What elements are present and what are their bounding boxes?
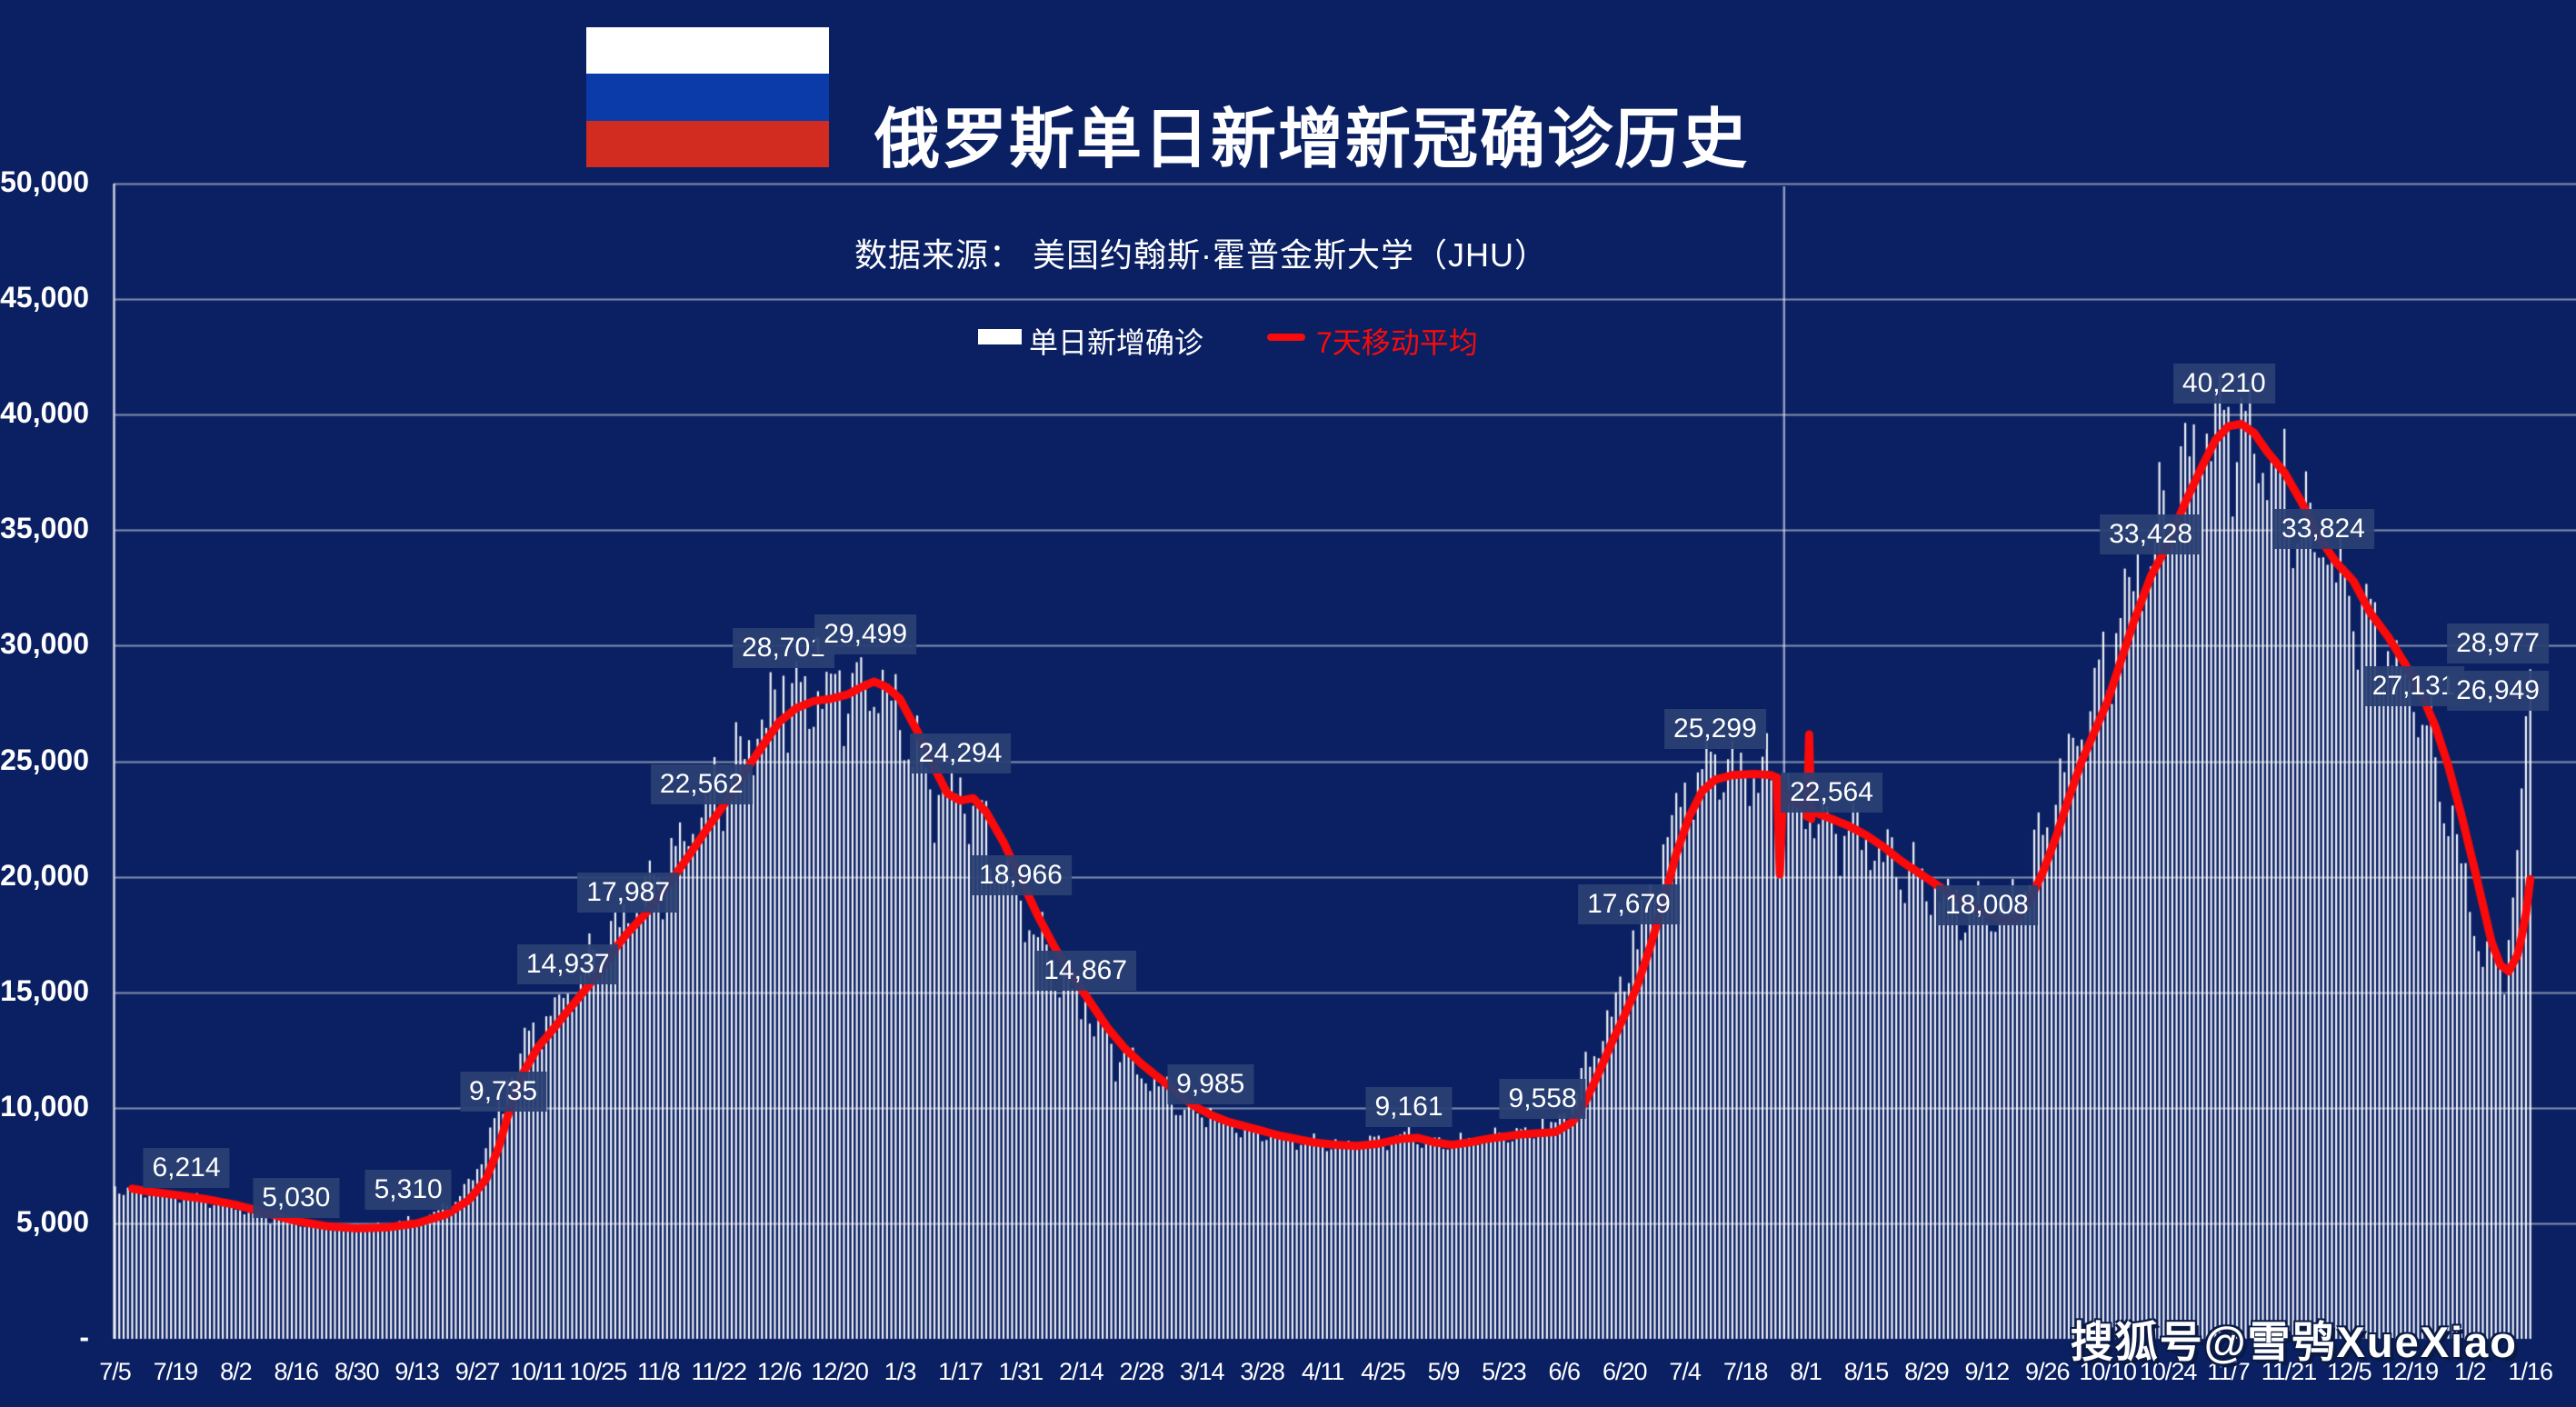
flag-stripe-white xyxy=(586,27,829,75)
data-label: 28,701 xyxy=(733,627,834,668)
x-tick-label: 7/18 xyxy=(1722,1358,1769,1385)
flag-stripe-blue xyxy=(586,74,829,121)
data-label: 40,210 xyxy=(2172,363,2275,404)
y-tick-label: 50,000 xyxy=(0,165,89,198)
x-tick-label: 5/23 xyxy=(1482,1358,1527,1385)
data-label: 17,987 xyxy=(577,873,680,913)
x-tick-label: 1/16 xyxy=(2508,1358,2553,1385)
data-label: 22,564 xyxy=(1781,772,1882,813)
x-tick-label: 9/27 xyxy=(454,1358,501,1385)
data-label: 6,214 xyxy=(143,1147,230,1188)
data-label: 14,867 xyxy=(1034,951,1137,992)
x-tick-label: 12/19 xyxy=(2381,1358,2440,1385)
x-tick-label: 10/25 xyxy=(569,1358,628,1385)
x-tick-label: 7/4 xyxy=(1669,1358,1702,1385)
data-label: 24,294 xyxy=(909,733,1012,774)
y-tick-label: 25,000 xyxy=(0,743,89,776)
watermark: 搜狐号@雪鸮XueXiao xyxy=(2070,1318,2518,1366)
data-label: 9,735 xyxy=(460,1072,547,1112)
x-tick-label: 8/15 xyxy=(1843,1358,1890,1385)
x-tick-label: 11/22 xyxy=(691,1358,748,1385)
data-label: 5,310 xyxy=(364,1170,452,1211)
x-tick-label: 4/25 xyxy=(1361,1358,1406,1385)
data-label: 26,949 xyxy=(2447,670,2549,711)
x-tick-label: 1/3 xyxy=(884,1358,917,1385)
legend-line-label: 7天移动平均 xyxy=(1316,326,1478,359)
x-tick-label: 8/29 xyxy=(1904,1358,1950,1385)
x-tick-label: 2/14 xyxy=(1059,1358,1104,1385)
x-tick-label: 8/16 xyxy=(274,1358,320,1385)
data-label: 18,966 xyxy=(970,855,1072,896)
y-tick-label: 5,000 xyxy=(15,1204,89,1238)
x-tick-label: 1/17 xyxy=(938,1358,983,1385)
data-label: 25,299 xyxy=(1664,708,1766,749)
data-label: 17,679 xyxy=(1578,884,1680,925)
y-tick-label: 40,000 xyxy=(0,396,89,430)
flag-stripe-red xyxy=(586,120,829,167)
x-tick-label: 7/5 xyxy=(99,1358,132,1385)
x-tick-label: 9/13 xyxy=(394,1358,440,1385)
y-tick-label: 15,000 xyxy=(0,973,89,1007)
data-source-subtitle: 数据来源： 美国约翰斯·霍普金斯大学（JHU） xyxy=(854,236,1548,274)
x-tick-label: 8/1 xyxy=(1790,1358,1822,1385)
x-tick-label: 5/9 xyxy=(1427,1358,1461,1385)
x-tick-label: 1/2 xyxy=(2453,1358,2487,1385)
x-tick-label: 1/31 xyxy=(998,1358,1044,1385)
y-tick-label: - xyxy=(79,1321,89,1353)
x-tick-label: 3/28 xyxy=(1240,1358,1285,1385)
data-label: 33,428 xyxy=(2100,514,2202,554)
y-tick-label: 35,000 xyxy=(0,512,89,545)
x-tick-label: 4/11 xyxy=(1301,1358,1345,1385)
data-label: 33,824 xyxy=(2272,509,2374,550)
y-tick-label: 10,000 xyxy=(0,1089,89,1123)
x-tick-label: 11/8 xyxy=(637,1358,681,1385)
y-tick-label: 20,000 xyxy=(0,858,89,892)
x-tick-label: 12/5 xyxy=(2327,1358,2372,1385)
x-tick-label: 8/2 xyxy=(220,1358,253,1385)
y-tick-label: 45,000 xyxy=(0,281,89,314)
x-tick-label: 3/14 xyxy=(1179,1358,1225,1385)
x-tick-label: 9/12 xyxy=(1964,1358,2011,1385)
x-tick-label: 11/21 xyxy=(2261,1358,2318,1385)
legend-bar-label: 单日新增确诊 xyxy=(1029,326,1204,359)
legend-bar-swatch xyxy=(978,329,1022,344)
x-tick-label: 11/7 xyxy=(2207,1358,2251,1385)
x-tick-label: 2/28 xyxy=(1119,1358,1165,1385)
x-tick-label: 8/30 xyxy=(334,1358,380,1385)
x-tick-label: 10/10 xyxy=(2079,1358,2137,1385)
data-label: 9,558 xyxy=(1499,1078,1586,1119)
x-tick-label: 7/19 xyxy=(153,1358,199,1385)
page-title: 俄罗斯单日新增新冠确诊历史 xyxy=(874,104,1750,176)
x-tick-label: 12/6 xyxy=(756,1358,803,1385)
data-label: 28,977 xyxy=(2447,623,2549,664)
x-tick-label: 6/20 xyxy=(1602,1358,1648,1385)
y-tick-label: 30,000 xyxy=(0,627,89,661)
x-tick-label: 12/20 xyxy=(811,1358,869,1385)
legend-line-swatch xyxy=(1267,334,1305,341)
data-label: 29,499 xyxy=(814,614,917,654)
data-label: 9,161 xyxy=(1365,1087,1453,1128)
data-label: 5,030 xyxy=(253,1177,340,1218)
x-tick-label: 10/24 xyxy=(2139,1358,2198,1385)
x-tick-label: 10/11 xyxy=(510,1358,566,1385)
data-label: 14,937 xyxy=(516,944,619,985)
data-label: 18,008 xyxy=(1935,885,2038,926)
x-tick-label: 6/6 xyxy=(1548,1358,1582,1385)
data-label: 22,562 xyxy=(650,763,753,804)
data-label: 9,985 xyxy=(1167,1063,1254,1104)
russia-flag xyxy=(586,27,829,167)
x-tick-label: 9/26 xyxy=(2024,1358,2071,1385)
